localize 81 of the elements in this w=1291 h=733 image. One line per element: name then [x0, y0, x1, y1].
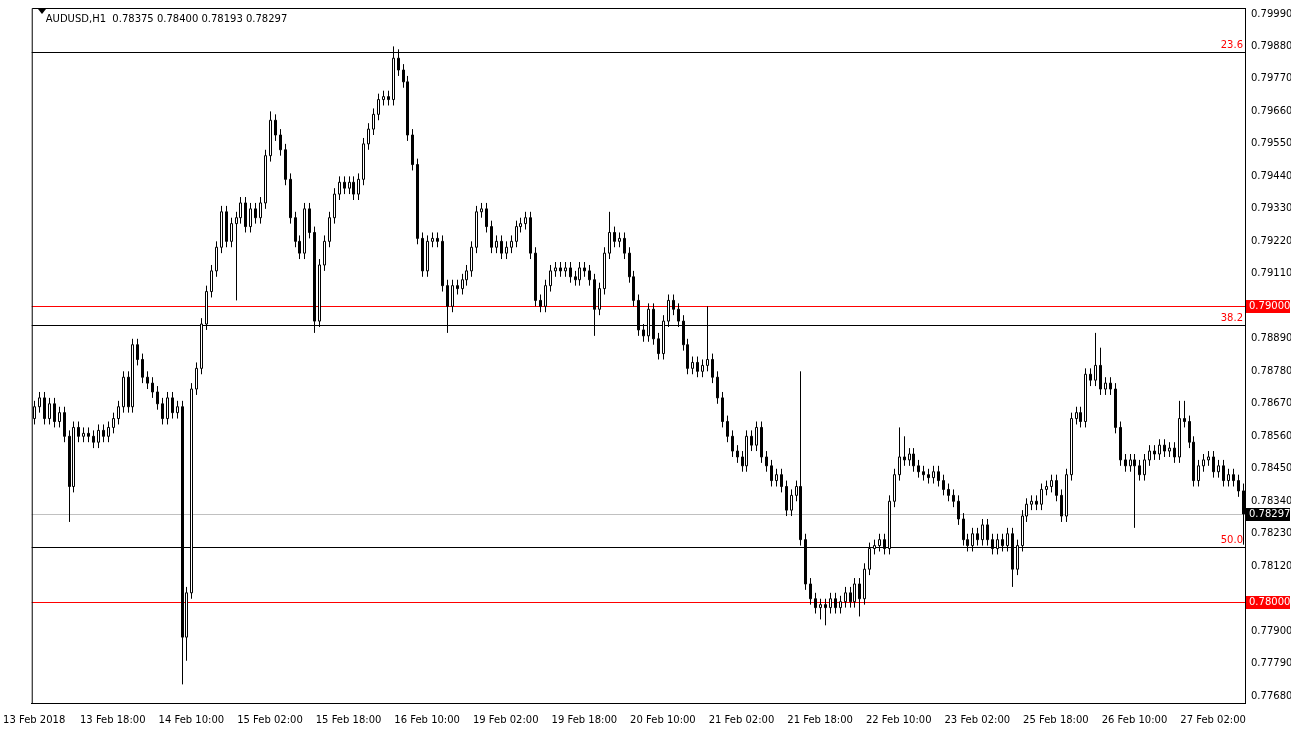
x-tick-label: 16 Feb 10:00 — [394, 713, 460, 725]
candlestick — [230, 217, 233, 248]
candlestick — [515, 220, 518, 248]
x-tick-label: 14 Feb 10:00 — [158, 713, 225, 725]
ref-line-label: 0.78000 — [1249, 596, 1291, 608]
y-tick-label: 0.78890 — [1251, 332, 1291, 344]
candlestick — [416, 158, 419, 245]
x-tick-label: 22 Feb 10:00 — [865, 713, 932, 725]
annotation: 23.6 — [1220, 38, 1243, 50]
candlestick — [136, 338, 139, 366]
x-tick-label: 23 Feb 02:00 — [944, 713, 1011, 725]
candlestick — [475, 205, 478, 254]
annotation: 50.0 — [1220, 533, 1243, 545]
y-tick-label: 0.77900 — [1251, 624, 1291, 636]
candlestick — [112, 412, 115, 434]
x-tick-label: 19 Feb 18:00 — [551, 713, 618, 725]
candlestick — [1079, 406, 1082, 428]
candlestick — [1045, 480, 1048, 496]
candlestick — [544, 279, 547, 313]
candlestick — [220, 205, 223, 254]
candlestick — [893, 468, 896, 508]
x-tick-label: 27 Feb 02:00 — [1180, 713, 1246, 725]
y-tick-label: 0.77680 — [1251, 689, 1291, 701]
candlestick — [377, 93, 380, 121]
y-tick-label: 0.78120 — [1251, 559, 1291, 571]
candlestick — [58, 406, 61, 428]
y-tick-label: 0.77790 — [1251, 657, 1291, 669]
x-tick-label: 19 Feb 02:00 — [472, 713, 539, 725]
y-tick-label: 0.79330 — [1251, 202, 1291, 214]
candlestick — [53, 397, 56, 428]
candlestick — [711, 353, 714, 384]
candlestick — [726, 415, 729, 443]
candlestick — [490, 220, 493, 254]
ref-line-label: 0.78297 — [1249, 508, 1291, 520]
candlestick — [785, 480, 788, 517]
text: AUDUSD,H1 0.78375 0.78400 0.78193 0.78297 — [45, 12, 288, 24]
candlestick — [613, 226, 616, 248]
candlestick — [1050, 474, 1053, 493]
candlestick — [1055, 474, 1058, 502]
y-tick-label: 0.78340 — [1251, 494, 1291, 506]
y-tick-label: 0.79220 — [1251, 234, 1291, 246]
candlestick — [63, 406, 66, 443]
candlestick — [225, 205, 228, 248]
x-tick-label: 21 Feb 18:00 — [787, 713, 853, 725]
candlestick — [721, 391, 724, 428]
candlestick — [1065, 468, 1068, 523]
candlestick — [362, 137, 365, 186]
x-tick-label: 13 Feb 2018 — [3, 713, 66, 725]
y-tick-label: 0.78670 — [1251, 397, 1291, 409]
candlestick — [598, 282, 601, 316]
y-tick-label: 0.79550 — [1251, 137, 1291, 149]
candlestick — [284, 143, 287, 186]
y-tick-label: 0.79660 — [1251, 104, 1291, 116]
candlestick — [303, 202, 306, 260]
x-tick-label: 21 Feb 02:00 — [708, 713, 775, 725]
candlestick — [529, 211, 532, 260]
candlestick — [328, 211, 331, 248]
y-tick-label: 0.79440 — [1251, 169, 1291, 181]
ref-line-label: 0.79000 — [1249, 300, 1291, 312]
candlestick — [141, 353, 144, 384]
y-tick-label: 0.78780 — [1251, 364, 1291, 376]
candlestick — [608, 211, 611, 260]
y-tick-label: 0.78230 — [1251, 527, 1291, 539]
y-tick-label: 0.79990 — [1251, 7, 1291, 19]
candlestick — [308, 202, 311, 239]
x-tick-label: 15 Feb 18:00 — [315, 713, 382, 725]
y-tick-label: 0.79770 — [1251, 72, 1291, 84]
x-tick-label: 20 Feb 10:00 — [630, 713, 696, 725]
x-tick-label: 13 Feb 18:00 — [79, 713, 146, 725]
x-tick-label: 15 Feb 02:00 — [237, 713, 303, 725]
y-tick-label: 0.78560 — [1251, 429, 1291, 441]
annotation: 38.2 — [1220, 311, 1243, 323]
y-tick-label: 0.79110 — [1251, 267, 1291, 279]
candlestick — [1183, 400, 1186, 428]
y-tick-label: 0.79880 — [1251, 39, 1291, 51]
candlestick — [942, 474, 945, 496]
y-tick-label: 0.78450 — [1251, 462, 1291, 474]
candlestick — [451, 279, 454, 313]
x-tick-label: 25 Feb 18:00 — [1023, 713, 1089, 725]
candlestick — [780, 468, 783, 493]
x-tick-label: 26 Feb 10:00 — [1101, 713, 1168, 725]
